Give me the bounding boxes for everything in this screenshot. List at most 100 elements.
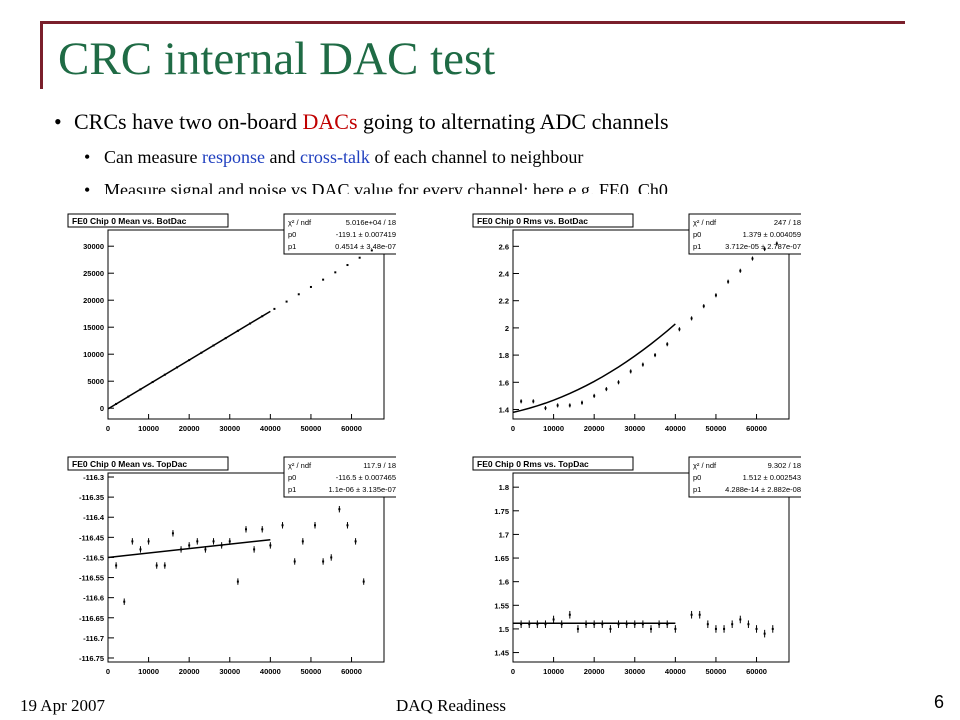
chart-0-stats-label: p0	[288, 230, 296, 239]
chart-1-fit-curve	[512, 323, 676, 414]
chart-2-data-point	[180, 548, 183, 551]
chart-2-x-tick-label: 60000	[341, 667, 362, 676]
chart-3-data-point	[617, 623, 620, 626]
chart-3-data-point	[633, 623, 636, 626]
chart-3-data-point	[731, 623, 734, 626]
chart-3-title: FE0 Chip 0 Rms vs. TopDac	[477, 459, 589, 469]
chart-1-y-tick-label: 1.6	[499, 378, 509, 387]
bullet-2-response: response	[201, 147, 265, 167]
chart-1-data-point	[678, 328, 681, 331]
chart-0-stats-box	[283, 213, 396, 255]
chart-2-data-point	[330, 556, 333, 559]
chart-3-data-point	[739, 618, 742, 621]
chart-2-data-point	[245, 528, 247, 531]
chart-0-y-tick-label: 5000	[87, 377, 104, 386]
chart-0-data-point	[261, 315, 264, 318]
slide-title: CRC internal DAC test	[58, 33, 496, 85]
chart-3-x-tick-label: 20000	[584, 667, 605, 676]
chart-2-stats-label: p1	[288, 485, 296, 494]
bullet-2-text-pre: Can measure	[104, 147, 202, 167]
chart-3-x-tick-label: 50000	[706, 667, 727, 676]
chart-0-stats-value: 5.016e+04 / 18	[346, 218, 396, 227]
chart-2-data-point	[236, 580, 239, 583]
chart-0-stats-label: χ² / ndf	[288, 218, 312, 227]
chart-0-x-tick-label: 50000	[301, 424, 322, 433]
chart-1-y-tick-label: 2.6	[499, 242, 509, 251]
chart-1-data-point	[702, 305, 705, 308]
chart-3-data-point	[698, 613, 701, 616]
chart-3-data-point	[593, 623, 596, 626]
bullet-2-text-mid: and	[264, 147, 300, 167]
chart-1-stats-value: 1.379 ± 0.004059	[743, 230, 801, 239]
chart-3-data-point	[706, 623, 709, 626]
chart-3-x-tick-label: 30000	[624, 667, 645, 676]
footer-date: 19 Apr 2007	[20, 696, 105, 715]
plot-mean-topdac: 0 10000 20000 30000 40000 50000 60000 -116.3 -11…	[66, 455, 396, 683]
chart-1-data-point	[532, 400, 535, 403]
chart-3-y-tick-label: 1.6	[499, 578, 509, 587]
chart-0-x-tick-label: 40000	[260, 424, 281, 433]
chart-1-x-tick-label: 40000	[665, 424, 686, 433]
chart-0-y-tick-label: 10000	[83, 350, 104, 359]
chart-2-data-point	[338, 508, 341, 511]
title-frame-top	[40, 21, 905, 24]
chart-3-y-tick-label: 1.7	[499, 530, 509, 539]
chart-0-data-point	[273, 307, 276, 310]
chart-0-data-point	[358, 256, 361, 259]
chart-3-data-point	[568, 613, 571, 616]
chart-0-x-tick-label: 60000	[341, 424, 362, 433]
chart-2-stats-label: χ² / ndf	[288, 461, 312, 470]
chart-3-data-point	[585, 623, 588, 626]
plot-mean-topdac-svg: 0 10000 20000 30000 40000 50000 60000 -116.3 -11…	[67, 456, 396, 676]
chart-2-stats-label: p0	[288, 473, 296, 482]
chart-2-data-point	[253, 548, 256, 551]
chart-1-data-point	[739, 269, 742, 272]
chart-3-data-point	[771, 627, 774, 630]
chart-0-data-point	[334, 271, 337, 274]
bullet-1: • CRCs have two on-board DACs going to a…	[54, 108, 669, 136]
bullet-1-text-post: going to alternating ADC channels	[357, 109, 669, 134]
chart-0-y-tick-label: 0	[100, 404, 104, 413]
chart-2-y-tick-label: -116.4	[83, 513, 105, 522]
chart-3-data-point	[560, 623, 563, 626]
chart-1-y-tick-label: 2.2	[499, 297, 509, 306]
chart-1-data-point	[593, 394, 596, 397]
chart-0-y-tick-label: 25000	[83, 269, 104, 278]
chart-1-data-point	[714, 294, 717, 297]
chart-3-data-point	[520, 623, 523, 626]
chart-1-stats-value: 247 / 18	[774, 218, 801, 227]
chart-3-y-tick-label: 1.65	[494, 554, 509, 563]
chart-2-x-tick-label: 40000	[260, 667, 281, 676]
chart-3-data-point	[674, 627, 677, 630]
chart-1-data-point	[666, 343, 669, 346]
chart-3-data-point	[576, 627, 579, 630]
chart-3-data-point	[658, 623, 661, 626]
chart-1-data-point	[617, 381, 620, 384]
chart-0-stats-value: -119.1 ± 0.007419	[336, 230, 396, 239]
chart-1-data-point	[654, 354, 657, 357]
plot-rms-topdac: 0 10000 20000 30000 40000 50000 60000 1.45 1.5 1.…	[471, 455, 801, 683]
chart-0-data-point	[200, 351, 203, 354]
chart-1-data-point	[775, 242, 778, 245]
bullet-2-text-post: of each channel to neighbour	[369, 147, 584, 167]
chart-3-data-point	[714, 627, 717, 630]
chart-3-stats-label: χ² / ndf	[693, 461, 717, 470]
chart-0-data-point	[249, 322, 252, 325]
chart-1-y-tick-label: 1.4	[499, 405, 510, 414]
chart-2-title: FE0 Chip 0 Mean vs. TopDac	[72, 459, 187, 469]
chart-0-data-point	[212, 344, 215, 347]
chart-0-y-tick-label: 15000	[83, 323, 104, 332]
chart-2-y-tick-label: -116.35	[79, 493, 104, 502]
chart-1-data-point	[641, 363, 644, 366]
chart-1-title: FE0 Chip 0 Rms vs. BotDac	[477, 216, 588, 226]
chart-1-data-point	[763, 248, 766, 251]
chart-3-y-tick-label: 1.55	[494, 601, 509, 610]
chart-3-data-point	[747, 623, 750, 626]
chart-0-data-point	[139, 388, 142, 391]
chart-3-data-point	[544, 623, 547, 626]
chart-1-x-tick-label: 60000	[746, 424, 767, 433]
chart-1-frame	[512, 229, 790, 420]
chart-3-x-tick-label: 0	[511, 667, 515, 676]
chart-2-data-point	[354, 540, 357, 543]
chart-0-data-point	[163, 373, 166, 376]
